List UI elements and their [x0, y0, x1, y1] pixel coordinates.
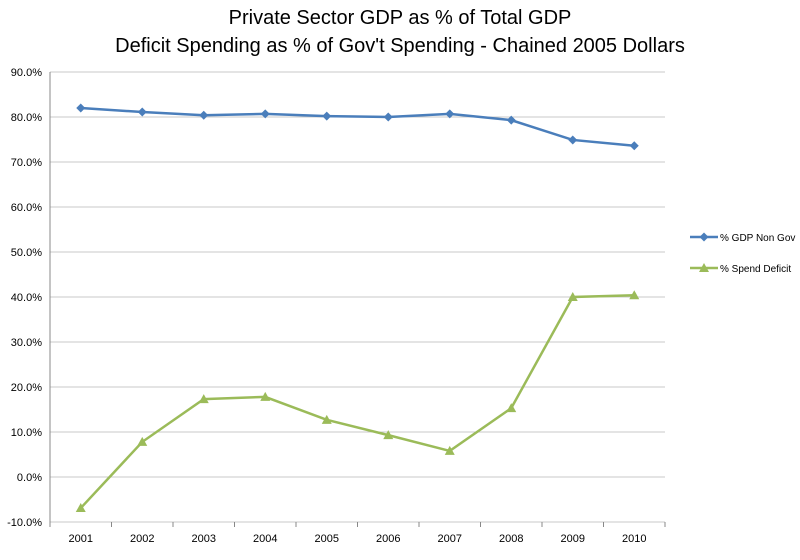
data-point: [444, 445, 455, 455]
x-tick-label: 2005: [315, 533, 339, 545]
data-point: [260, 391, 271, 401]
y-tick-label: 50.0%: [11, 247, 42, 259]
x-tick-label: 2004: [253, 533, 277, 545]
y-tick-label: 80.0%: [11, 112, 42, 124]
x-tick-label: 2001: [69, 533, 93, 545]
x-tick-label: 2006: [376, 533, 400, 545]
data-point: [199, 110, 209, 120]
x-tick-label: 2010: [622, 533, 646, 545]
data-point: [629, 141, 639, 151]
legend-marker: [699, 232, 709, 242]
data-point: [383, 430, 394, 440]
x-tick-label: 2002: [130, 533, 154, 545]
legend-marker: [699, 263, 709, 272]
data-point: [321, 414, 332, 424]
y-tick-label: -10.0%: [7, 517, 42, 529]
y-tick-label: 10.0%: [11, 427, 42, 439]
data-point: [383, 112, 393, 122]
data-point: [76, 103, 86, 113]
y-tick-label: 60.0%: [11, 202, 42, 214]
data-point: [567, 292, 578, 301]
x-tick-label: 2008: [499, 533, 523, 545]
data-point: [445, 109, 455, 119]
series-line: [80, 106, 635, 148]
title-line-2: Deficit Spending as % of Gov't Spending …: [115, 35, 685, 57]
series-line: [79, 293, 635, 509]
data-point: [137, 107, 147, 117]
chart-title: Private Sector GDP as % of Total GDP Def…: [0, 4, 800, 60]
x-tick-label: 2009: [561, 533, 585, 545]
data-point: [75, 503, 86, 513]
y-tick-label: 70.0%: [11, 157, 42, 169]
legend-label: % GDP Non Gov: [720, 233, 795, 244]
data-point: [568, 135, 578, 145]
data-point: [506, 403, 517, 413]
data-point: [506, 115, 516, 125]
data-point: [629, 290, 640, 300]
data-point: [322, 111, 332, 121]
y-tick-label: 0.0%: [17, 472, 42, 484]
x-tick-label: 2003: [192, 533, 216, 545]
y-tick-label: 90.0%: [11, 67, 42, 79]
data-point: [137, 436, 148, 446]
y-tick-label: 20.0%: [11, 382, 42, 394]
data-point: [260, 109, 270, 119]
y-tick-label: 40.0%: [11, 292, 42, 304]
y-tick-label: 30.0%: [11, 337, 42, 349]
title-line-1: Private Sector GDP as % of Total GDP: [228, 7, 572, 29]
data-point: [198, 394, 209, 404]
x-tick-label: 2007: [438, 533, 462, 545]
legend-label: % Spend Deficit: [720, 264, 791, 275]
